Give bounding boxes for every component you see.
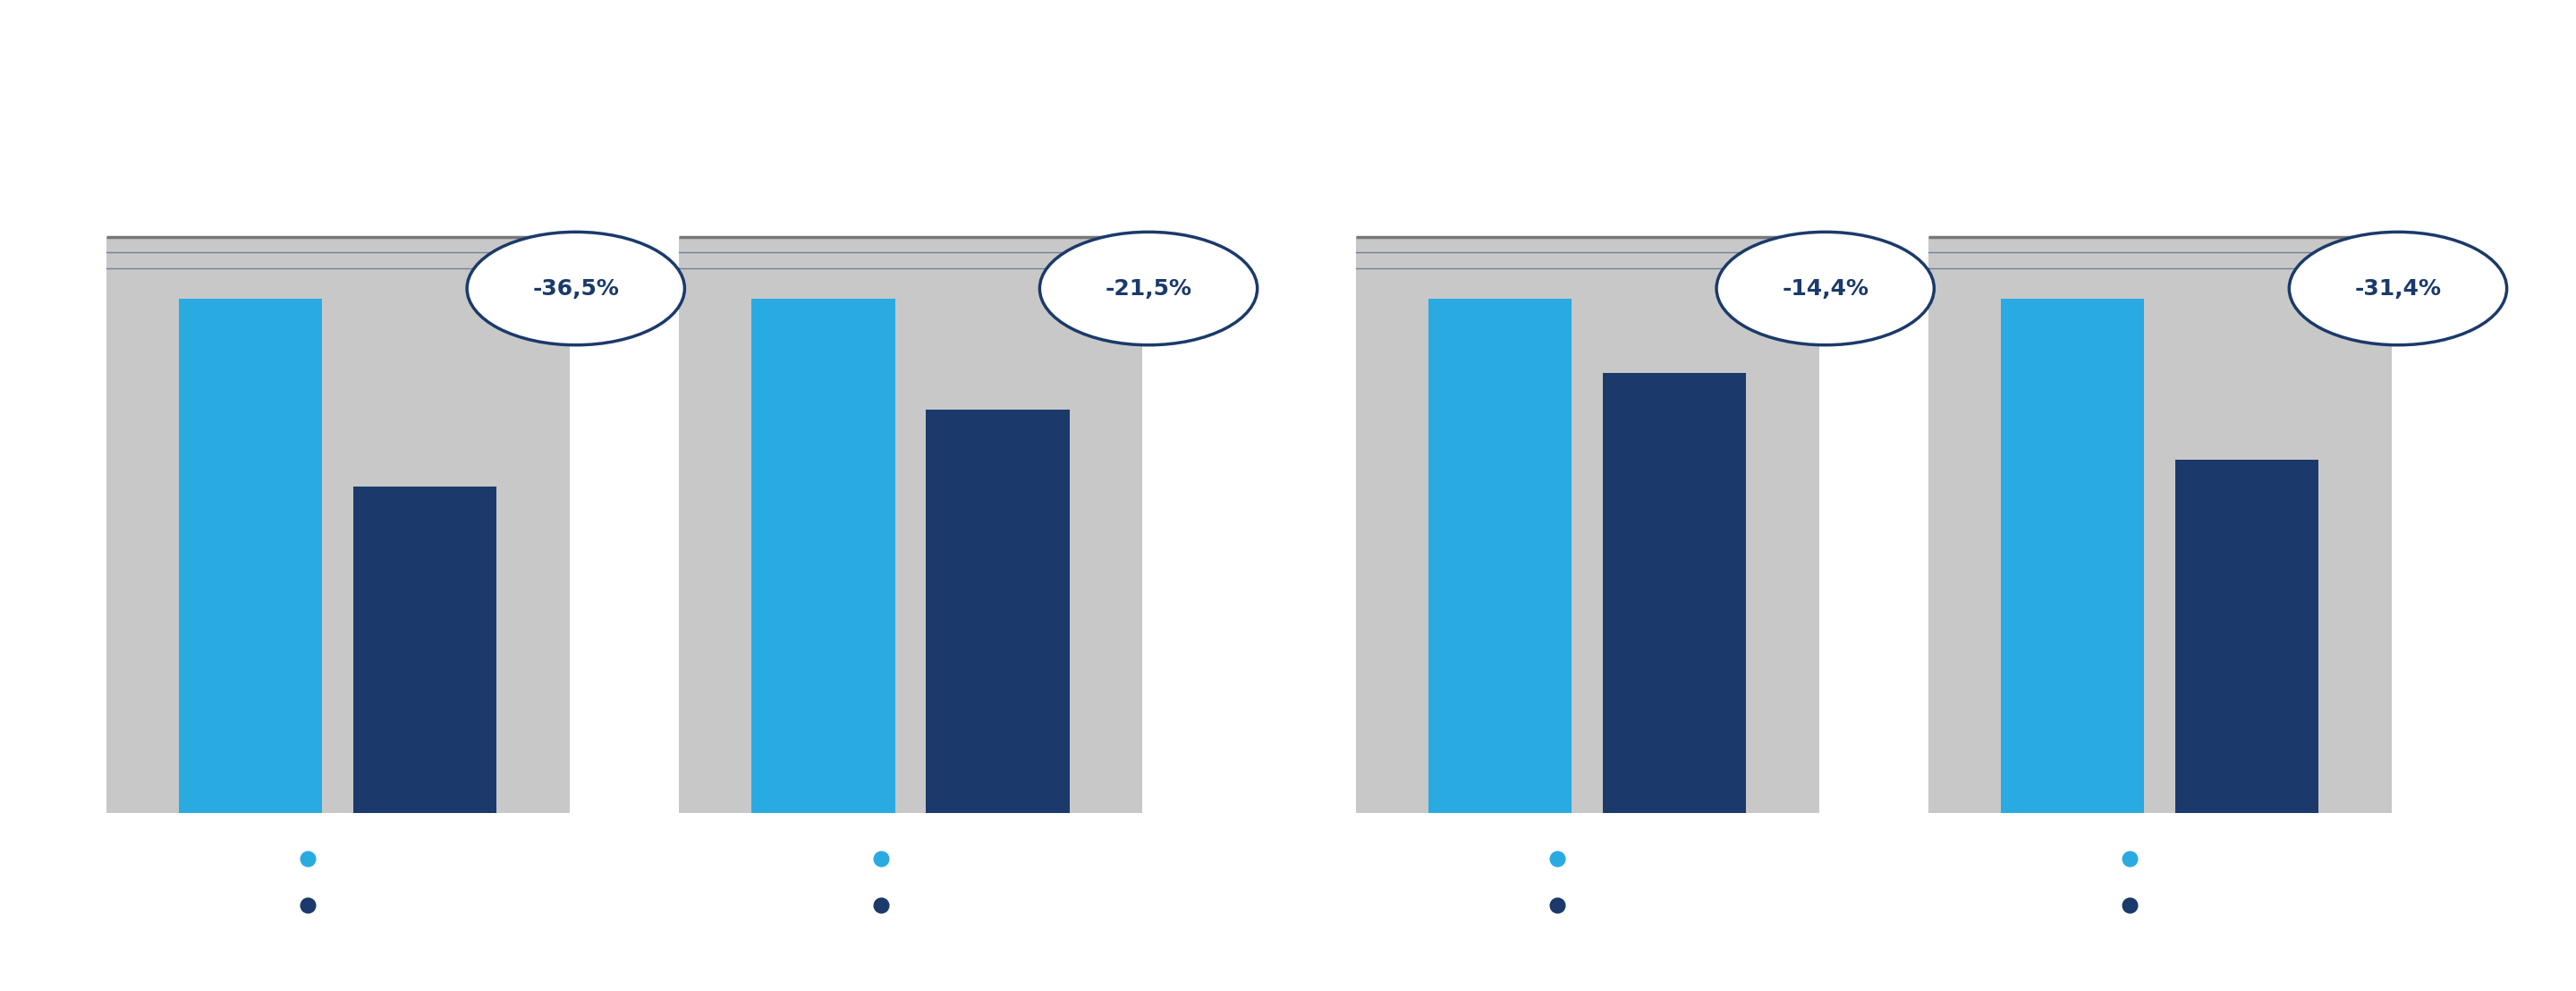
Bar	[1430, 298, 1571, 813]
Bar	[2177, 460, 2318, 813]
Text: -36,5%: -36,5%	[533, 277, 618, 299]
Ellipse shape	[2290, 232, 2506, 345]
Bar	[927, 409, 1069, 813]
Bar	[1602, 373, 1747, 813]
Text: -14,4%: -14,4%	[1783, 277, 1868, 299]
Bar	[353, 487, 497, 813]
Bar	[680, 237, 1141, 813]
Text: -31,4%: -31,4%	[2354, 277, 2442, 299]
Ellipse shape	[466, 232, 685, 345]
Bar	[752, 298, 894, 813]
Text: -21,5%: -21,5%	[1105, 277, 1193, 299]
Bar	[2002, 298, 2143, 813]
Ellipse shape	[1716, 232, 1935, 345]
Bar	[1355, 237, 1819, 813]
Bar	[1929, 237, 2391, 813]
Ellipse shape	[1041, 232, 1257, 345]
Bar	[180, 298, 322, 813]
Bar	[106, 237, 569, 813]
